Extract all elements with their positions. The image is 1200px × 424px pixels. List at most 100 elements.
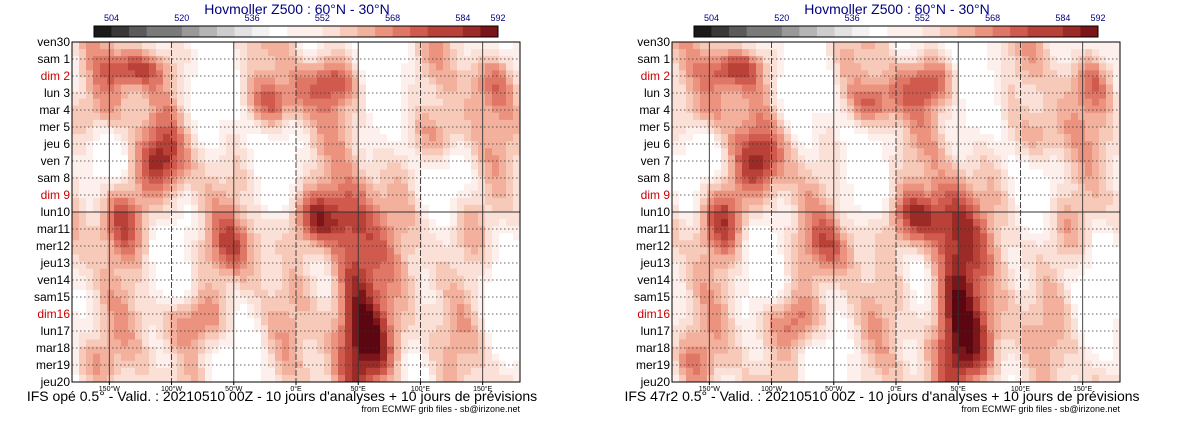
field-cell — [198, 56, 206, 64]
field-cell — [121, 346, 129, 355]
field-cell — [679, 212, 687, 220]
field-cell — [728, 197, 736, 206]
field-cell — [212, 268, 220, 277]
field-cell — [868, 155, 876, 163]
field-cell — [149, 318, 157, 326]
field-cell — [770, 226, 778, 234]
field-cell — [506, 197, 514, 206]
field-cell — [359, 212, 367, 220]
field-cell — [791, 49, 799, 57]
field-cell — [924, 204, 932, 213]
field-cell — [1015, 49, 1023, 57]
field-cell — [777, 63, 785, 71]
field-cell — [226, 233, 234, 241]
field-cell — [275, 240, 283, 248]
field-cell — [1099, 183, 1107, 192]
field-cell — [1106, 77, 1114, 85]
field-cell — [945, 162, 953, 170]
field-cell — [777, 162, 785, 170]
field-cell — [868, 190, 876, 199]
field-cell — [177, 169, 185, 177]
field-cell — [93, 155, 101, 163]
field-cell — [79, 332, 87, 340]
field-cell — [310, 212, 318, 220]
field-cell — [149, 98, 157, 107]
field-cell — [672, 155, 680, 163]
field-cell — [387, 233, 395, 241]
field-cell — [156, 63, 164, 71]
field-cell — [296, 304, 304, 312]
field-cell — [331, 155, 339, 163]
field-cell — [777, 212, 785, 220]
field-cell — [924, 105, 932, 114]
field-cell — [408, 105, 416, 114]
field-cell — [903, 148, 911, 156]
field-cell — [268, 127, 276, 135]
field-cell — [324, 275, 332, 284]
field-cell — [359, 134, 367, 142]
field-cell — [749, 233, 757, 241]
field-cell — [240, 289, 248, 298]
field-cell — [966, 112, 974, 121]
field-cell — [128, 346, 136, 355]
field-cell — [1057, 212, 1065, 220]
field-cell — [79, 353, 87, 362]
field-cell — [247, 226, 255, 234]
field-cell — [247, 318, 255, 326]
field-cell — [903, 98, 911, 107]
field-cell — [798, 141, 806, 149]
field-cell — [72, 219, 80, 227]
field-cell — [387, 339, 395, 347]
field-cell — [959, 134, 967, 142]
field-cell — [408, 275, 416, 284]
field-cell — [233, 240, 241, 248]
field-cell — [247, 127, 255, 135]
field-cell — [415, 367, 423, 376]
field-cell — [1078, 219, 1086, 227]
field-cell — [833, 105, 841, 114]
date-label: mer12 — [36, 239, 70, 253]
field-cell — [1078, 49, 1086, 57]
field-cell — [721, 176, 729, 185]
field-cell — [219, 367, 227, 376]
field-cell — [72, 134, 80, 142]
field-cell — [198, 339, 206, 347]
field-cell — [791, 226, 799, 234]
field-cell — [352, 98, 360, 107]
field-cell — [156, 254, 164, 262]
field-cell — [254, 155, 262, 163]
field-cell — [198, 204, 206, 213]
field-cell — [707, 127, 715, 135]
field-cell — [205, 77, 213, 85]
field-cell — [464, 204, 472, 213]
field-cell — [282, 254, 290, 262]
field-cell — [742, 176, 750, 185]
field-cell — [226, 190, 234, 199]
field-cell — [931, 183, 939, 192]
colorbar-tick-label: 520 — [774, 13, 789, 23]
field-cell — [86, 332, 94, 340]
field-cell — [233, 318, 241, 326]
field-cell — [840, 84, 848, 92]
field-cell — [156, 268, 164, 277]
field-cell — [408, 56, 416, 64]
field-cell — [791, 162, 799, 170]
field-cell — [714, 56, 722, 64]
x-tick-label: 0°E — [290, 385, 302, 393]
field-cell — [128, 183, 136, 192]
field-cell — [401, 134, 409, 142]
field-cell — [875, 91, 883, 100]
field-cell — [492, 148, 500, 156]
field-cell — [317, 190, 325, 199]
field-cell — [142, 297, 150, 305]
field-cell — [1071, 197, 1079, 206]
colorbar-swatch — [462, 26, 481, 37]
field-cell — [1015, 42, 1023, 50]
field-cell — [394, 247, 402, 255]
field-cell — [1029, 77, 1037, 85]
field-cell — [1071, 155, 1079, 163]
field-cell — [149, 311, 157, 319]
field-cell — [121, 127, 129, 135]
field-cell — [1064, 155, 1072, 163]
field-cell — [282, 353, 290, 362]
